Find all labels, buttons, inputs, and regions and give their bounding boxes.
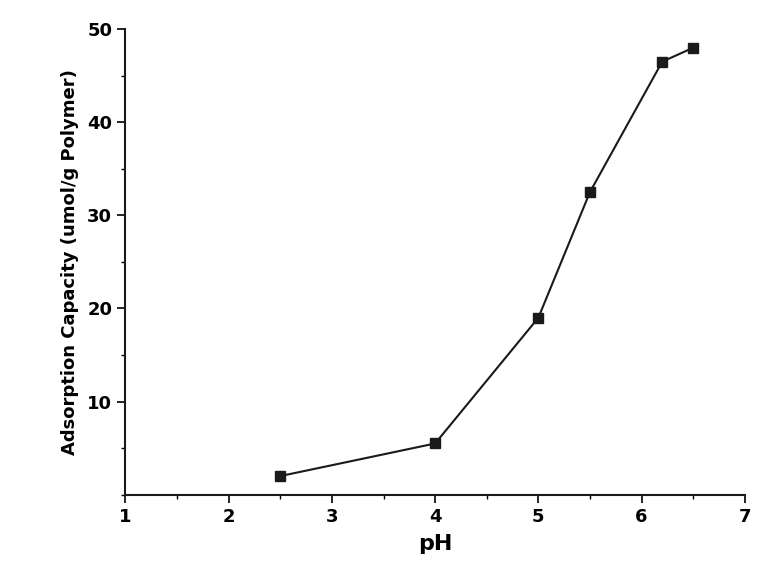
Y-axis label: Adsorption Capacity (umol/g Polymer): Adsorption Capacity (umol/g Polymer) (61, 69, 79, 455)
X-axis label: pH: pH (418, 534, 452, 554)
